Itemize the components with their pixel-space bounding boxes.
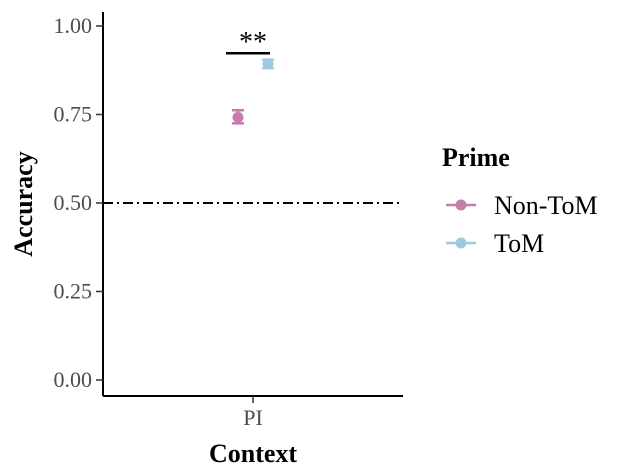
x-axis-title: Context: [209, 439, 297, 465]
x-axis: PI: [103, 395, 403, 430]
legend: Prime Non-ToM ToM: [442, 143, 598, 258]
legend-label: Non-ToM: [494, 191, 598, 220]
data-point: [262, 58, 274, 70]
y-tick-label: 0.50: [54, 190, 93, 215]
data-point-non-tom: [232, 109, 244, 125]
legend-item-non-tom: Non-ToM: [446, 191, 598, 220]
legend-items: Non-ToM ToM: [446, 191, 598, 258]
data-point: [232, 111, 244, 123]
legend-key-dot: [455, 237, 467, 249]
y-tick-label: 0.75: [54, 102, 93, 127]
legend-key-dot: [455, 199, 467, 211]
y-tick-label: 0.25: [54, 279, 93, 304]
legend-label: ToM: [494, 229, 544, 258]
legend-item-tom: ToM: [446, 229, 544, 258]
y-axis-title: Accuracy: [9, 151, 38, 256]
significance-annotation: **: [226, 27, 270, 58]
x-tick-label: PI: [243, 405, 263, 430]
significance-label: **: [239, 27, 267, 58]
y-axis: 0.00 0.25 0.50 0.75 1.00: [54, 12, 104, 396]
y-tick-label: 1.00: [54, 13, 93, 38]
y-tick-label: 0.00: [54, 367, 93, 392]
legend-title: Prime: [442, 143, 510, 172]
data-point-tom: [262, 58, 274, 70]
data-marks: [232, 58, 274, 125]
